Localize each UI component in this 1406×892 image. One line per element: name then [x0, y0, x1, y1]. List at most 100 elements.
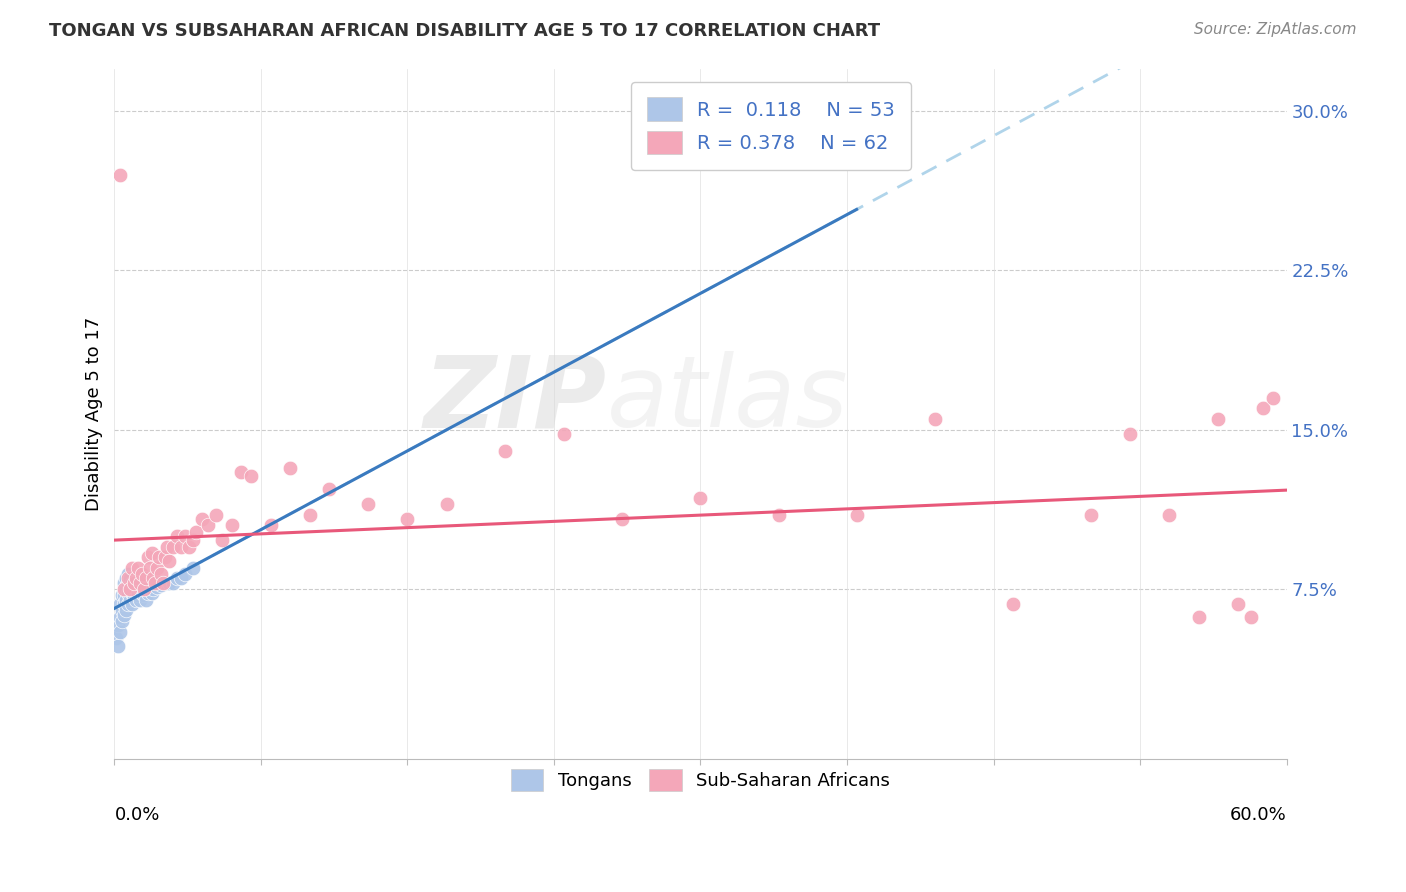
Point: [110, 624, 132, 639]
Point: [125, 582, 148, 596]
Point: [122, 588, 145, 602]
Point: [138, 561, 160, 575]
Point: [278, 461, 301, 475]
Point: [162, 540, 184, 554]
Point: [156, 540, 179, 554]
Point: [131, 567, 153, 582]
Point: [127, 561, 149, 575]
Point: [127, 575, 149, 590]
Point: [146, 561, 169, 575]
Point: [768, 508, 790, 522]
Point: [157, 575, 180, 590]
Point: [197, 518, 219, 533]
Point: [150, 567, 173, 582]
Point: [1119, 426, 1142, 441]
Point: [117, 567, 139, 582]
Point: [150, 578, 173, 592]
Point: [115, 603, 138, 617]
Point: [181, 533, 204, 548]
Point: [186, 524, 208, 539]
Point: [135, 582, 157, 596]
Point: [127, 588, 149, 602]
Point: [118, 582, 141, 596]
Point: [135, 592, 157, 607]
Point: [494, 444, 516, 458]
Point: [135, 571, 157, 585]
Point: [115, 592, 138, 607]
Point: [128, 575, 150, 590]
Point: [191, 512, 214, 526]
Point: [1240, 609, 1263, 624]
Point: [689, 491, 711, 505]
Point: [155, 550, 177, 565]
Y-axis label: Disability Age 5 to 17: Disability Age 5 to 17: [86, 317, 103, 511]
Point: [612, 512, 634, 526]
Point: [111, 603, 134, 617]
Point: [1226, 597, 1249, 611]
Point: [112, 607, 135, 622]
Point: [110, 168, 132, 182]
Point: [107, 640, 129, 654]
Point: [155, 575, 177, 590]
Point: [118, 571, 141, 585]
Point: [117, 586, 139, 600]
Point: [298, 508, 321, 522]
Point: [121, 586, 143, 600]
Point: [170, 540, 193, 554]
Point: [125, 592, 148, 607]
Point: [1159, 508, 1181, 522]
Point: [145, 575, 167, 590]
Point: [1251, 401, 1274, 416]
Point: [117, 571, 139, 585]
Point: [121, 575, 143, 590]
Point: [173, 529, 195, 543]
Point: [845, 508, 868, 522]
Point: [125, 571, 148, 585]
Point: [122, 575, 145, 590]
Point: [1206, 412, 1229, 426]
Point: [118, 582, 141, 596]
Point: [1002, 597, 1025, 611]
Point: [142, 582, 165, 596]
Point: [141, 546, 163, 560]
Point: [162, 575, 184, 590]
Point: [128, 582, 150, 596]
Point: [136, 586, 159, 600]
Point: [1080, 508, 1102, 522]
Point: [205, 508, 228, 522]
Point: [115, 582, 138, 596]
Point: [112, 575, 135, 590]
Point: [173, 567, 195, 582]
Text: 60.0%: 60.0%: [1230, 805, 1286, 823]
Point: [112, 582, 135, 596]
Point: [924, 412, 946, 426]
Point: [105, 631, 128, 645]
Point: [107, 618, 129, 632]
Legend: Tongans, Sub-Saharan Africans: Tongans, Sub-Saharan Africans: [503, 762, 897, 798]
Point: [553, 426, 575, 441]
Text: 0.0%: 0.0%: [114, 805, 160, 823]
Point: [318, 482, 340, 496]
Point: [145, 575, 167, 590]
Point: [136, 550, 159, 565]
Point: [121, 561, 143, 575]
Point: [231, 465, 253, 479]
Point: [128, 592, 150, 607]
Point: [110, 609, 132, 624]
Point: [112, 588, 135, 602]
Point: [117, 575, 139, 590]
Point: [111, 588, 134, 602]
Point: [110, 597, 132, 611]
Point: [112, 597, 135, 611]
Point: [142, 571, 165, 585]
Point: [117, 597, 139, 611]
Point: [148, 550, 170, 565]
Point: [152, 575, 174, 590]
Point: [166, 571, 188, 585]
Point: [436, 497, 458, 511]
Point: [211, 533, 233, 548]
Point: [111, 614, 134, 628]
Point: [131, 586, 153, 600]
Point: [396, 512, 419, 526]
Point: [132, 582, 155, 596]
